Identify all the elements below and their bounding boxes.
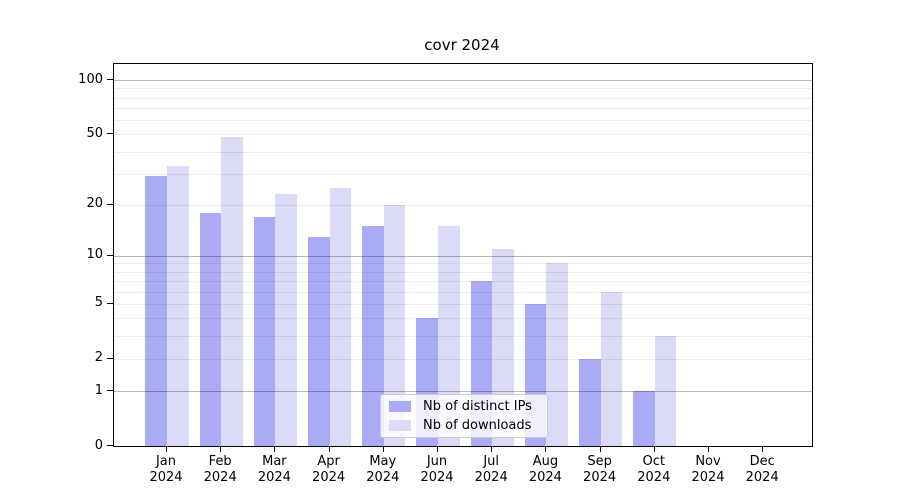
x-tick-mark-jun bbox=[437, 446, 438, 452]
legend-label-distinct-ips: Nb of distinct IPs bbox=[423, 399, 532, 414]
y-tick-mark-10 bbox=[107, 254, 113, 256]
x-tick-month: Sep bbox=[587, 454, 612, 469]
x-tick-year: 2024 bbox=[257, 470, 291, 485]
x-tick-mark-feb bbox=[220, 446, 222, 452]
y-tick-label-1: 1 bbox=[94, 382, 103, 398]
gridline-minor-70 bbox=[114, 108, 812, 109]
x-tick-mark-mar bbox=[274, 446, 276, 452]
x-tick-month: Dec bbox=[749, 454, 775, 469]
bar-distinct-ips-apr bbox=[308, 236, 330, 446]
y-tick-label-5: 5 bbox=[94, 295, 103, 311]
bar-downloads-aug bbox=[546, 263, 568, 446]
x-tick-month: Jul bbox=[483, 454, 500, 469]
x-tick-label-mar: Mar 2024 bbox=[244, 454, 304, 486]
x-tick-year: 2024 bbox=[366, 470, 400, 485]
y-tick-mark-50 bbox=[107, 133, 113, 135]
x-tick-label-jun: Jun 2024 bbox=[407, 454, 467, 486]
bar-downloads-jan bbox=[167, 166, 189, 446]
x-tick-year: 2024 bbox=[474, 470, 508, 485]
gridline-minor-60 bbox=[114, 120, 812, 121]
y-tick-label-100: 100 bbox=[78, 71, 103, 87]
x-tick-year: 2024 bbox=[203, 470, 237, 485]
chart-title: covr 2024 bbox=[424, 36, 500, 54]
bar-distinct-ips-sep bbox=[579, 358, 601, 446]
x-tick-label-aug: Aug 2024 bbox=[515, 454, 575, 486]
legend-label-downloads: Nb of downloads bbox=[423, 418, 532, 433]
x-tick-mark-nov bbox=[708, 446, 709, 452]
x-tick-label-sep: Sep 2024 bbox=[570, 454, 630, 486]
x-tick-label-apr: Apr 2024 bbox=[299, 454, 359, 486]
x-tick-year: 2024 bbox=[691, 470, 725, 485]
x-tick-month: Oct bbox=[642, 454, 666, 469]
x-tick-mark-apr bbox=[328, 446, 330, 452]
x-tick-year: 2024 bbox=[745, 470, 779, 485]
x-tick-month: Jan bbox=[155, 454, 177, 469]
x-tick-month: Nov bbox=[695, 454, 721, 469]
x-tick-month: Aug bbox=[532, 454, 559, 469]
bar-distinct-ips-feb bbox=[199, 212, 222, 446]
x-tick-year: 2024 bbox=[583, 470, 617, 485]
bar-downloads-feb bbox=[221, 137, 243, 446]
bar-distinct-ips-may bbox=[362, 226, 384, 446]
x-tick-label-nov: Nov 2024 bbox=[678, 454, 738, 486]
gridline-minor-90 bbox=[114, 88, 812, 90]
x-tick-mark-aug bbox=[545, 446, 547, 452]
x-tick-month: Apr bbox=[317, 454, 340, 469]
y-tick-mark-5 bbox=[107, 302, 113, 304]
y-tick-label-50: 50 bbox=[86, 125, 103, 141]
gridline-minor-30 bbox=[114, 173, 812, 175]
legend-swatch-downloads bbox=[389, 420, 411, 431]
y-tick-label-0: 0 bbox=[94, 437, 103, 453]
x-tick-mark-oct bbox=[653, 446, 655, 452]
x-tick-mark-may bbox=[382, 446, 384, 452]
y-tick-label-2: 2 bbox=[94, 350, 103, 366]
x-tick-label-jan: Jan 2024 bbox=[136, 454, 196, 486]
x-tick-year: 2024 bbox=[149, 470, 183, 485]
y-tick-mark-20 bbox=[107, 203, 113, 205]
bar-downloads-sep bbox=[600, 291, 623, 446]
x-tick-month: Jun bbox=[426, 454, 448, 469]
legend-row-distinct-ips: Nb of distinct IPs bbox=[389, 399, 539, 414]
x-tick-label-dec: Dec 2024 bbox=[732, 454, 792, 486]
x-tick-mark-jan bbox=[166, 446, 167, 452]
legend: Nb of distinct IPs Nb of downloads bbox=[380, 394, 548, 438]
y-tick-mark-2 bbox=[107, 357, 113, 359]
bar-distinct-ips-oct bbox=[633, 391, 655, 446]
legend-swatch-distinct-ips bbox=[389, 401, 411, 412]
x-tick-year: 2024 bbox=[637, 470, 671, 485]
x-tick-mark-jul bbox=[491, 446, 493, 452]
bar-downloads-may bbox=[383, 204, 406, 446]
bar-downloads-mar bbox=[275, 194, 297, 446]
x-tick-year: 2024 bbox=[312, 470, 346, 485]
y-tick-mark-1 bbox=[107, 390, 113, 391]
bar-downloads-oct bbox=[654, 336, 677, 446]
y-tick-mark-0 bbox=[107, 445, 113, 446]
x-tick-mark-sep bbox=[599, 446, 601, 452]
bar-downloads-jun bbox=[438, 226, 460, 446]
x-tick-month: Feb bbox=[208, 454, 232, 469]
bar-downloads-apr bbox=[329, 187, 352, 446]
gridline-minor-40 bbox=[114, 151, 812, 153]
x-tick-month: May bbox=[369, 454, 397, 469]
plot-area: Nb of distinct IPs Nb of downloads bbox=[113, 63, 813, 447]
gridline-minor-20 bbox=[114, 204, 812, 206]
gridline-major-100 bbox=[114, 80, 812, 81]
x-tick-label-may: May 2024 bbox=[353, 454, 413, 486]
x-tick-label-jul: Jul 2024 bbox=[461, 454, 521, 486]
x-tick-label-feb: Feb 2024 bbox=[190, 454, 250, 486]
y-tick-label-10: 10 bbox=[86, 247, 103, 263]
gridline-minor-50 bbox=[114, 134, 812, 136]
gridline-minor-80 bbox=[114, 97, 812, 99]
x-tick-label-oct: Oct 2024 bbox=[624, 454, 684, 486]
y-tick-label-20: 20 bbox=[86, 196, 103, 212]
bar-distinct-ips-mar bbox=[253, 216, 276, 446]
x-tick-year: 2024 bbox=[420, 470, 454, 485]
bar-distinct-ips-jan bbox=[145, 176, 167, 446]
legend-row-downloads: Nb of downloads bbox=[389, 418, 539, 433]
y-tick-mark-100 bbox=[107, 79, 113, 80]
x-tick-year: 2024 bbox=[528, 470, 562, 485]
x-tick-mark-dec bbox=[762, 446, 764, 452]
x-tick-month: Mar bbox=[262, 454, 287, 469]
